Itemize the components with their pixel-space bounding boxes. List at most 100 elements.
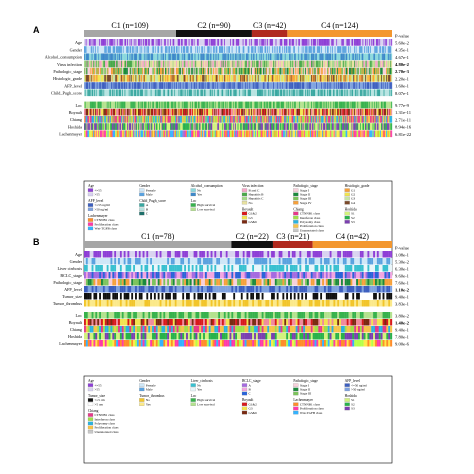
heatmap-cell [233,60,235,68]
heatmap-cell [330,75,332,82]
heatmap-cell [84,251,87,258]
heatmap-cell [123,108,125,116]
heatmap-cell [305,89,307,97]
heatmap-cell [208,123,210,130]
heatmap-cell [165,130,167,138]
heatmap-cell [250,67,252,75]
heatmap-cell [317,46,319,53]
heatmap-cell [283,67,285,75]
heatmap-cell [195,130,197,138]
heatmap-cell [174,108,176,116]
heatmap-cell [214,46,216,53]
heatmap-cell [381,46,383,53]
heatmap-cell [248,60,250,68]
heatmap-cell [94,60,96,68]
heatmap-cell [341,116,343,123]
heatmap-cell [355,46,357,53]
heatmap-cell [176,123,178,130]
heatmap-cell [251,101,253,109]
heatmap-cell [239,67,241,75]
heatmap-cell [311,108,313,116]
heatmap-cell [256,39,258,46]
heatmap-cell [245,116,247,123]
legend: Age<=55>55GenderFemaleMaleAlcohol_consum… [83,180,393,276]
heatmap-cell [318,116,320,123]
heatmap-cell [226,130,228,138]
heatmap-cell [333,39,335,46]
heatmap-cell [175,53,177,61]
heatmap-cell [218,67,220,75]
heatmap-cell [321,46,323,53]
heatmap-cell [373,116,375,123]
heatmap-cell [93,46,95,53]
heatmap-cell [138,53,139,61]
heatmap-cell [225,67,227,75]
heatmap-cell [296,89,298,97]
heatmap-cell [117,123,119,130]
legend-swatch [87,203,94,207]
heatmap-cell [178,101,180,109]
heatmap-cell [194,60,196,68]
heatmap-cell [321,101,323,109]
heatmap-cell [378,108,380,116]
heatmap-cell [339,46,341,53]
heatmap-cell [358,116,360,123]
heatmap-cell [369,60,371,68]
legend-entry: G4 [351,201,355,205]
heatmap-cell [279,60,281,68]
heatmap-cell [326,53,328,61]
heatmap-cell [244,130,246,138]
heatmap-cell [332,130,334,138]
heatmap-cell [235,123,237,130]
heatmap-cell [87,101,89,109]
heatmap-cell [110,39,112,46]
heatmap-cell [155,251,158,258]
heatmap-cell [370,116,372,123]
heatmap-cell [300,116,302,123]
heatmap-cell [176,60,178,68]
heatmap-cell [186,89,188,97]
heatmap-cell [294,123,296,130]
heatmap-cell [305,123,307,130]
heatmap-cell [299,130,301,138]
heatmap-cell [235,123,237,130]
heatmap-cell [369,75,371,82]
heatmap-cell [235,101,237,109]
heatmap-cell [229,123,231,130]
heatmap-cell [232,101,234,109]
heatmap-cell [141,108,143,116]
heatmap-cell [378,53,380,61]
heatmap-cell [206,67,208,75]
heatmap-cell [278,101,280,109]
heatmap-cell [129,101,131,109]
heatmap-cell [192,60,194,68]
heatmap-cell [270,53,272,61]
heatmap-cell [305,82,307,89]
heatmap-cell [288,116,290,123]
heatmap-cell [229,82,231,89]
heatmap-cell [250,60,252,68]
heatmap-cell [291,82,293,89]
heatmap-cell [165,89,167,97]
heatmap-cell [99,101,101,109]
heatmap-cell [224,46,226,53]
heatmap-cell [377,108,379,116]
heatmap-cell [144,75,146,82]
heatmap-cell [218,39,220,46]
heatmap-cell [95,101,97,109]
heatmap-cell [289,116,291,123]
heatmap-cell [115,75,117,82]
heatmap-cell [154,101,156,109]
heatmap-cell [114,67,116,75]
legend-entry: No [197,188,201,192]
heatmap-cell [285,123,287,130]
heatmap-cell [241,123,243,130]
heatmap-cell [387,39,389,46]
heatmap-cell [192,123,194,130]
heatmap-cell [235,53,237,61]
heatmap-cell [271,46,273,53]
heatmap-cell [113,130,115,138]
heatmap-cell [380,123,382,130]
heatmap-cell [260,53,262,61]
heatmap-cell [190,75,192,82]
